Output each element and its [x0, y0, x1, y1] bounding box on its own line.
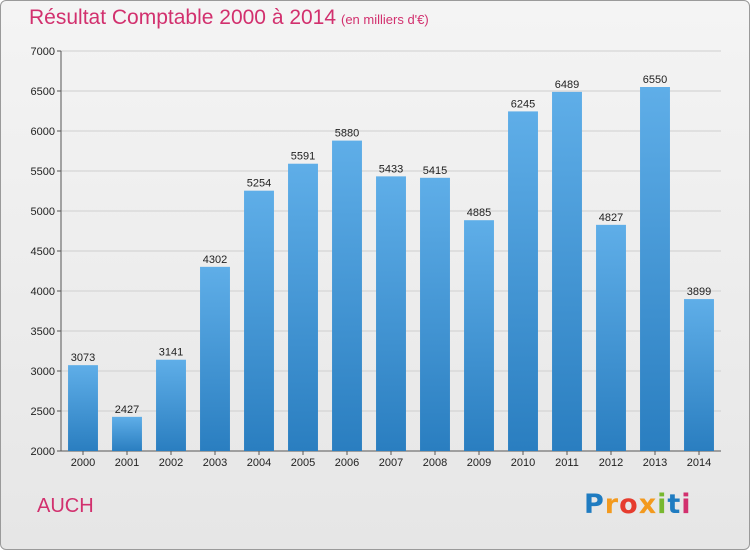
- chart-subtitle: (en milliers d'€): [341, 12, 429, 27]
- bar: [596, 224, 626, 451]
- bar: [376, 176, 406, 452]
- y-tick-label: 2000: [31, 446, 55, 458]
- data-label: 3899: [687, 286, 711, 298]
- data-label: 4885: [467, 207, 491, 219]
- logo-letter: o: [619, 489, 639, 520]
- y-tick-label: 5000: [31, 206, 55, 218]
- bar: [640, 87, 670, 451]
- chart-title: Résultat Comptable 2000 à 2014: [29, 6, 337, 29]
- data-label: 5415: [423, 165, 447, 177]
- data-label: 5254: [247, 178, 271, 190]
- y-tick-label: 3500: [31, 326, 55, 338]
- logo-letter: r: [604, 489, 620, 520]
- x-tick-label: 2012: [599, 457, 623, 469]
- x-tick-label: 2013: [643, 457, 667, 469]
- y-tick-label: 6500: [31, 86, 55, 98]
- bar: [420, 177, 450, 452]
- data-label: 5880: [335, 128, 359, 140]
- data-label: 6245: [511, 98, 535, 110]
- x-tick-label: 2000: [71, 457, 95, 469]
- data-label: 4827: [599, 212, 623, 224]
- data-labels: 3073 2427 3141 4302 5254 5591 5880 5433 5415 4885…: [71, 74, 711, 416]
- bar: [288, 163, 318, 451]
- x-tick-label: 2004: [247, 457, 271, 469]
- data-label: 3141: [159, 347, 183, 359]
- x-tick-label: 2005: [291, 457, 315, 469]
- y-tick-label: 4000: [31, 286, 55, 298]
- proxiti-logo: Proxiti: [584, 489, 692, 520]
- bar: [112, 416, 142, 451]
- logo-letter: x: [638, 489, 658, 520]
- y-tick-label: 2500: [31, 406, 55, 418]
- bar: [200, 266, 230, 451]
- data-label: 5591: [291, 151, 315, 163]
- logo-letter: P: [584, 489, 605, 520]
- x-tick-label: 2003: [203, 457, 227, 469]
- x-tick-label: 2007: [379, 457, 403, 469]
- bar: [68, 365, 98, 451]
- x-tick-label: 2002: [159, 457, 183, 469]
- data-label: 4302: [203, 254, 227, 266]
- data-label: 3073: [71, 352, 95, 364]
- y-tick-label: 4500: [31, 246, 55, 258]
- bars: [68, 87, 714, 452]
- y-tick-label: 5500: [31, 166, 55, 178]
- x-tick-label: 2011: [555, 457, 579, 469]
- bar: [464, 220, 494, 451]
- bar: [684, 299, 714, 451]
- bar: [508, 111, 538, 452]
- x-tick-label: 2001: [115, 457, 139, 469]
- data-label: 2427: [115, 404, 139, 416]
- y-tick-label: 6000: [31, 126, 55, 138]
- bar: [244, 190, 274, 451]
- y-tick-label: 3000: [31, 366, 55, 378]
- logo-letter: i: [657, 489, 668, 520]
- x-tick-label: 2008: [423, 457, 447, 469]
- x-tick-label: 2006: [335, 457, 359, 469]
- bar: [552, 91, 582, 451]
- data-label: 5433: [379, 163, 403, 175]
- bar: [332, 140, 362, 451]
- logo-letter: t: [667, 489, 682, 520]
- x-tick-label: 2014: [687, 457, 711, 469]
- logo-letter: i: [681, 489, 692, 520]
- y-tick-label: 7000: [31, 46, 55, 58]
- commune-name: AUCH: [37, 495, 94, 517]
- data-label: 6489: [555, 79, 579, 91]
- x-tick-label: 2009: [467, 457, 491, 469]
- bar: [156, 359, 186, 451]
- x-tick-label: 2010: [511, 457, 535, 469]
- data-label: 6550: [643, 74, 667, 86]
